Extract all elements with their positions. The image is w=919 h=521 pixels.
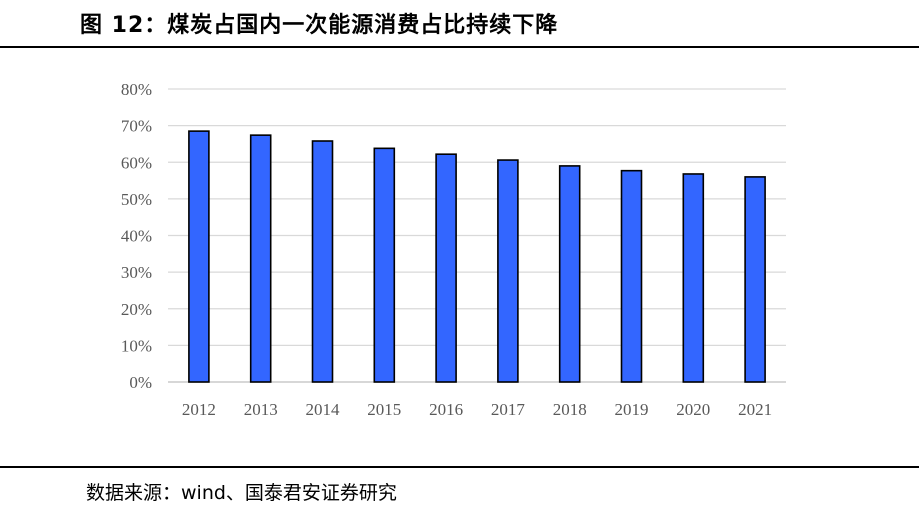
bar-2017 [497, 159, 519, 383]
source-note: 数据来源：wind、国泰君安证券研究 [86, 482, 397, 504]
x-axis-ticks: 2012 2013 2014 2015 2016 2017 2018 2019 2020 2021 [182, 400, 772, 419]
y-axis-ticks: 0% 10% 20% 30% 40% 50% 60% 70% 80% [121, 80, 152, 392]
y-tick-label: 0% [129, 373, 152, 392]
footer-rule [0, 466, 919, 468]
figure-title: 图 12：煤炭占国内一次能源消费占比持续下降 [80, 13, 559, 38]
y-tick-label: 60% [121, 153, 152, 172]
bar-2021 [744, 176, 766, 383]
y-tick-label: 10% [121, 336, 152, 355]
y-tick-label: 70% [121, 117, 152, 136]
y-tick-label: 30% [121, 263, 152, 282]
bar-2018 [558, 165, 581, 383]
x-tick-label: 2014 [306, 400, 341, 419]
y-tick-label: 50% [121, 190, 152, 209]
bar-2012 [188, 130, 210, 383]
bar-2014 [311, 140, 334, 383]
x-tick-label: 2019 [615, 400, 649, 419]
bar-chart: 0%10%20%30%40%50%60%70%80% 2012 2013 2014 2… [121, 80, 786, 419]
x-tick-label: 2018 [553, 400, 587, 419]
bar-2015 [373, 147, 396, 383]
x-tick-label: 2020 [676, 400, 710, 419]
bars [188, 130, 766, 383]
bar-2019 [620, 169, 643, 383]
y-tick-label: 80% [121, 80, 152, 99]
title-rule [0, 46, 919, 48]
y-tick-label: 40% [121, 227, 152, 246]
x-tick-label: 2013 [244, 400, 278, 419]
bar-2013 [249, 134, 272, 383]
figure-title-row: 图 12：煤炭占国内一次能源消费占比持续下降 [0, 0, 919, 46]
x-tick-label: 2017 [491, 400, 526, 419]
y-tick-label: 20% [121, 300, 152, 319]
x-tick-label: 2021 [738, 400, 772, 419]
x-tick-label: 2016 [429, 400, 463, 419]
bar-2020 [682, 173, 705, 383]
x-tick-label: 2015 [367, 400, 401, 419]
bar-2016 [435, 153, 457, 383]
x-tick-label: 2012 [182, 400, 216, 419]
